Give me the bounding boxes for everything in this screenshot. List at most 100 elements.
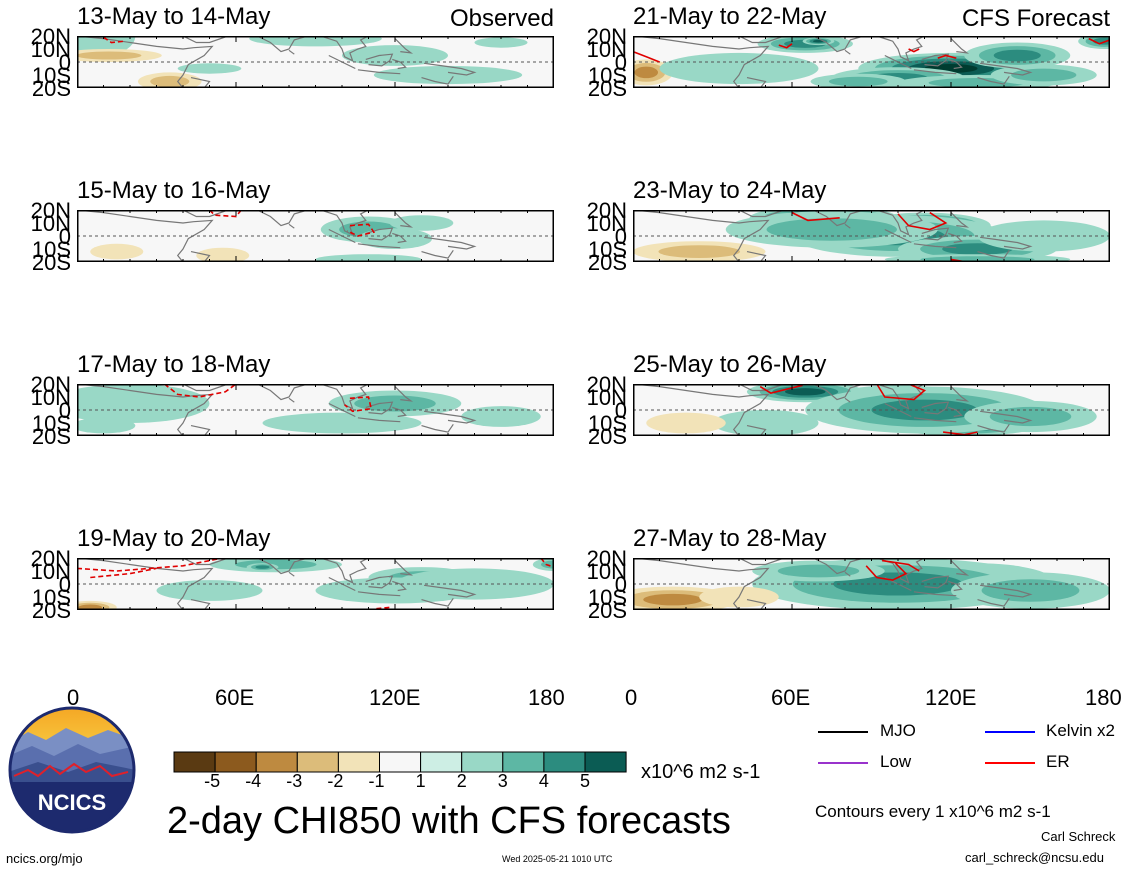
y-tick-label: 20S bbox=[31, 76, 71, 101]
map-panel bbox=[633, 210, 1110, 262]
coastline bbox=[950, 212, 970, 228]
er-contour bbox=[376, 606, 390, 610]
y-tick-label: 20N bbox=[30, 24, 71, 49]
anomaly-region bbox=[342, 45, 448, 66]
coastline bbox=[394, 38, 414, 54]
er-contour bbox=[540, 558, 554, 568]
er-contour bbox=[937, 54, 957, 59]
anomaly-region bbox=[646, 412, 726, 434]
author-email: carl_schreck@ncsu.edu bbox=[965, 850, 1104, 865]
coastline bbox=[357, 417, 401, 423]
y-tick-label: 0 bbox=[614, 50, 627, 75]
panel-title: 13-May to 14-May bbox=[77, 3, 271, 30]
anomaly-region bbox=[315, 577, 475, 604]
logo-text: NCICS bbox=[38, 790, 106, 815]
panel-title: 15-May to 16-May bbox=[77, 177, 271, 204]
er-contour bbox=[881, 559, 920, 572]
coastline bbox=[977, 423, 1010, 433]
coastline bbox=[421, 597, 454, 607]
y-tick-label: 0 bbox=[58, 50, 71, 75]
coastline bbox=[365, 575, 394, 589]
anomaly-region bbox=[643, 593, 703, 606]
colorbar-cell bbox=[255, 751, 298, 773]
coastline bbox=[394, 212, 414, 228]
observed-label: Observed bbox=[449, 5, 554, 32]
y-tick-label: 10N bbox=[586, 211, 627, 236]
er-contour bbox=[163, 384, 237, 398]
anomaly-region bbox=[373, 65, 523, 85]
coastline bbox=[977, 249, 1010, 259]
coastline bbox=[365, 401, 394, 415]
chart-title: 2-day CHI850 with CFS forecasts bbox=[167, 800, 731, 842]
colorbar-tick-label: 2 bbox=[456, 771, 467, 791]
colorbar-tick-label: 3 bbox=[497, 771, 508, 791]
er-contour bbox=[908, 48, 920, 53]
coastline bbox=[424, 62, 477, 76]
y-tick-label: 10N bbox=[30, 385, 71, 410]
colorbar-unit: x10^6 m2 s-1 bbox=[641, 761, 761, 783]
y-tick-label: 10N bbox=[30, 211, 71, 236]
map-panel bbox=[633, 36, 1110, 88]
anomaly-region bbox=[474, 37, 528, 48]
coastline bbox=[921, 53, 950, 67]
y-tick-label: 20S bbox=[31, 598, 71, 623]
er-contour bbox=[346, 223, 376, 237]
coastline bbox=[394, 386, 414, 402]
anomaly-region bbox=[871, 399, 978, 421]
colorbar bbox=[173, 751, 627, 773]
coastline bbox=[190, 251, 211, 262]
y-tick-label: 20S bbox=[587, 598, 627, 623]
contour-note: Contours every 1 x10^6 m2 s-1 bbox=[815, 802, 1051, 821]
anomaly-region bbox=[156, 580, 263, 601]
er-contour bbox=[897, 211, 948, 231]
y-tick-label: 20N bbox=[586, 372, 627, 397]
anomaly-region bbox=[658, 245, 741, 258]
panel-title: 23-May to 24-May bbox=[633, 177, 827, 204]
coastline bbox=[738, 36, 785, 44]
legend-label-low: Low bbox=[880, 752, 912, 771]
x-tick-label: 60E bbox=[215, 685, 255, 710]
coastline bbox=[913, 417, 957, 423]
coastline bbox=[921, 575, 950, 589]
anomaly-region bbox=[77, 384, 210, 423]
coastline bbox=[421, 75, 454, 85]
panel-title: 25-May to 26-May bbox=[633, 351, 827, 378]
map-panel bbox=[77, 558, 554, 610]
coastline bbox=[77, 558, 214, 610]
coastline bbox=[633, 384, 770, 436]
anomaly-region bbox=[784, 388, 826, 396]
coastline bbox=[357, 243, 401, 249]
x-tick-label: 0 bbox=[625, 685, 638, 710]
coastline bbox=[77, 384, 214, 436]
panel-title: 19-May to 20-May bbox=[77, 525, 271, 552]
coastline bbox=[256, 210, 308, 227]
ncics-logo: NCICS bbox=[8, 706, 136, 834]
coastline bbox=[77, 36, 214, 88]
coastline bbox=[876, 558, 925, 584]
panel-title: 17-May to 18-May bbox=[77, 351, 271, 378]
coastline bbox=[876, 210, 925, 236]
legend-label-kelvin: Kelvin x2 bbox=[1046, 721, 1115, 740]
coastline bbox=[392, 406, 407, 418]
colorbar-tick-label: 5 bbox=[580, 771, 591, 791]
legend-line-kelvin bbox=[985, 731, 1035, 733]
anomaly-region bbox=[77, 417, 136, 434]
coastline bbox=[421, 249, 454, 259]
coastline bbox=[876, 384, 925, 410]
er-contour bbox=[103, 36, 125, 44]
er-contour bbox=[77, 558, 223, 572]
y-tick-label: 10N bbox=[30, 37, 71, 62]
y-tick-label: 0 bbox=[58, 398, 71, 423]
colorbar-cell bbox=[379, 751, 422, 773]
y-tick-label: 0 bbox=[58, 224, 71, 249]
coastline bbox=[320, 36, 369, 62]
x-tick-label: 120E bbox=[369, 685, 421, 710]
colorbar-tick-label: -3 bbox=[286, 771, 303, 791]
y-tick-label: 10S bbox=[587, 237, 627, 262]
map-panel bbox=[633, 558, 1110, 610]
y-tick-label: 20S bbox=[31, 424, 71, 449]
coastline bbox=[633, 210, 770, 262]
anomaly-region bbox=[354, 395, 436, 412]
anomaly-region bbox=[766, 218, 897, 241]
y-tick-label: 20N bbox=[586, 24, 627, 49]
